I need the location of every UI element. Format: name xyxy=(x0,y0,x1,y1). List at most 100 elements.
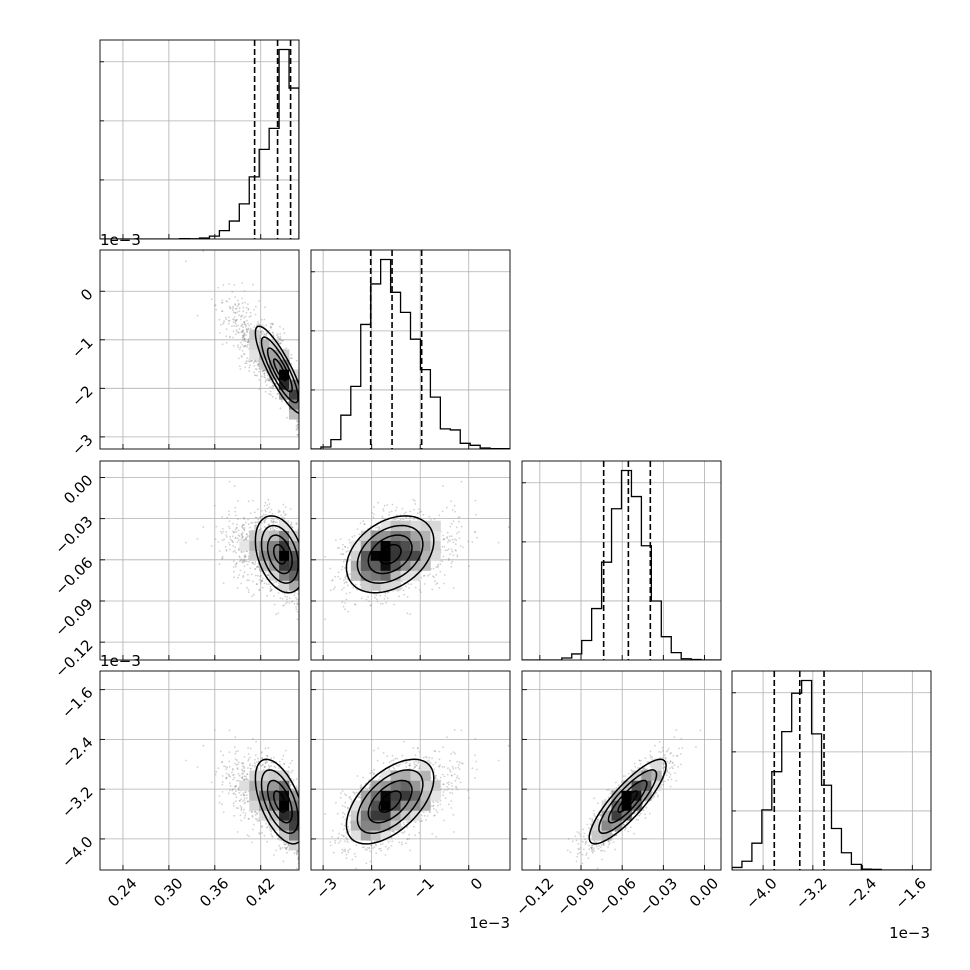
sample-point xyxy=(296,618,299,621)
sample-point xyxy=(283,518,286,520)
sample-point xyxy=(341,588,343,591)
sample-point xyxy=(247,338,250,340)
sample-point xyxy=(252,361,255,364)
density-cell xyxy=(289,389,299,400)
sample-point xyxy=(228,543,231,546)
sample-point xyxy=(221,557,224,559)
sample-point xyxy=(412,498,415,501)
sample-point xyxy=(221,323,224,325)
sample-point xyxy=(249,567,252,569)
sample-point xyxy=(248,316,251,318)
sample-point xyxy=(381,602,384,605)
contour-level-1 xyxy=(266,347,293,393)
sample-point xyxy=(295,598,298,601)
sample-point xyxy=(237,500,239,502)
sample-point xyxy=(268,511,271,514)
sample-point xyxy=(269,590,272,592)
sample-point xyxy=(284,595,287,598)
density-cell xyxy=(249,349,260,360)
sample-point xyxy=(276,527,278,530)
sample-point xyxy=(240,533,243,536)
sample-point xyxy=(213,504,216,507)
sample-point xyxy=(237,331,240,334)
sample-point xyxy=(247,573,249,576)
sample-point xyxy=(225,341,228,344)
sample-point xyxy=(438,586,441,589)
sample-point xyxy=(229,538,232,541)
scatter-panel-1-0: −3−2−10 xyxy=(68,249,300,459)
sample-point xyxy=(295,523,298,526)
sample-point xyxy=(278,510,281,513)
sample-point xyxy=(285,513,287,516)
sample-point xyxy=(272,518,275,521)
sample-point xyxy=(221,557,223,560)
sample-point xyxy=(240,315,243,318)
sample-point xyxy=(279,337,281,340)
sample-point xyxy=(226,516,229,519)
sample-point xyxy=(248,366,251,369)
contour-level-0 xyxy=(272,358,287,382)
sample-point xyxy=(251,595,253,598)
sample-point xyxy=(240,324,243,327)
sample-point xyxy=(256,364,259,367)
sample-point xyxy=(271,395,274,398)
sample-point xyxy=(232,550,235,553)
sample-points xyxy=(324,480,510,621)
sample-point xyxy=(243,565,246,567)
sample-point xyxy=(228,520,231,522)
sample-point xyxy=(245,538,247,540)
sample-point xyxy=(447,559,450,562)
sample-point xyxy=(227,541,230,544)
sample-point xyxy=(236,330,238,333)
sample-point xyxy=(272,527,274,530)
sample-point xyxy=(221,539,224,542)
sample-point xyxy=(249,311,252,314)
sample-point xyxy=(345,575,348,578)
sample-point xyxy=(344,546,347,548)
sample-point xyxy=(256,565,259,567)
histogram-series-0 xyxy=(100,48,299,239)
density-cell xyxy=(259,530,270,541)
sample-point xyxy=(185,541,187,544)
sample-point xyxy=(414,586,417,589)
sample-point xyxy=(395,506,398,509)
sample-point xyxy=(263,526,266,528)
sample-point xyxy=(264,306,266,309)
sample-point xyxy=(270,508,273,511)
sample-point xyxy=(423,583,426,585)
sample-point xyxy=(267,523,270,526)
sample-point xyxy=(258,589,261,592)
sample-point xyxy=(404,511,407,514)
sample-point xyxy=(232,344,235,347)
sample-point xyxy=(260,331,262,333)
sample-point xyxy=(452,587,455,589)
sample-point xyxy=(225,550,228,552)
sample-point xyxy=(409,516,411,519)
sample-point xyxy=(240,559,242,562)
sample-point xyxy=(241,344,244,346)
sample-point xyxy=(413,508,415,511)
sample-point xyxy=(507,526,510,528)
sample-point xyxy=(238,535,241,538)
sample-point xyxy=(260,318,263,321)
sample-point xyxy=(213,304,216,307)
sample-point xyxy=(233,576,236,579)
sample-point xyxy=(242,576,244,578)
density-cell xyxy=(269,349,280,360)
sample-point xyxy=(413,500,416,502)
sample-point xyxy=(231,290,234,293)
sample-point xyxy=(443,574,446,576)
panel-frame xyxy=(99,39,300,240)
sample-point xyxy=(243,528,246,531)
sample-point xyxy=(261,579,263,582)
density-cell xyxy=(269,540,280,551)
sample-point xyxy=(283,517,286,519)
sample-point xyxy=(377,528,380,531)
sample-point xyxy=(296,610,299,613)
sample-point xyxy=(227,322,230,325)
sample-point xyxy=(269,322,272,325)
sample-point xyxy=(388,511,391,513)
sample-point xyxy=(252,580,254,583)
sample-point xyxy=(241,330,244,332)
sample-point xyxy=(240,538,243,541)
